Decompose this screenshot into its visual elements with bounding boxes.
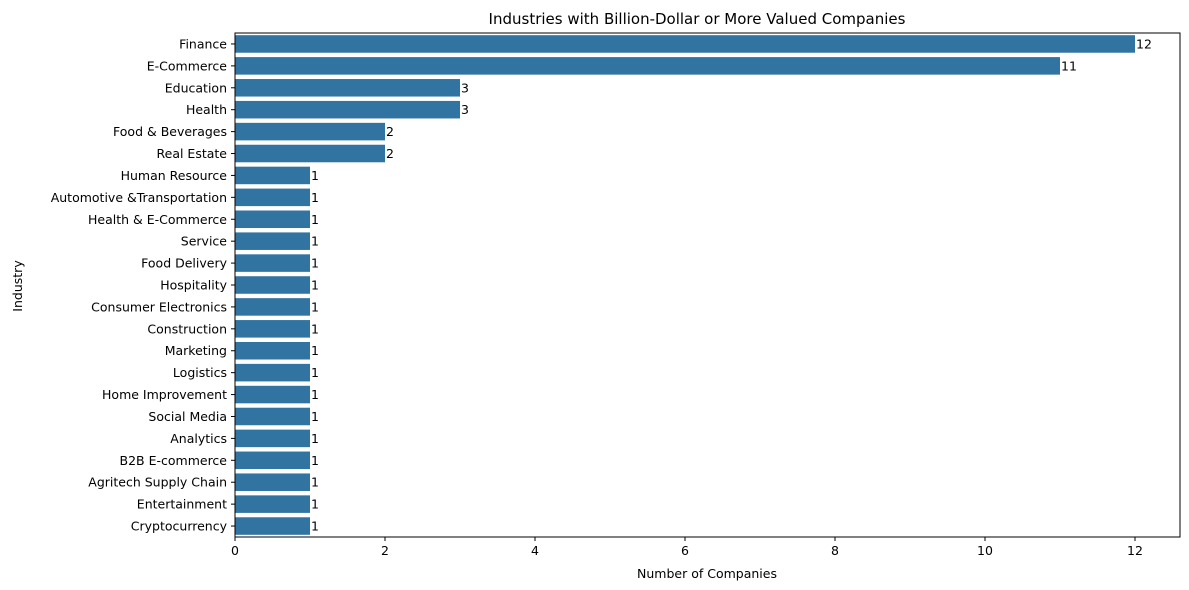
bar [235, 122, 385, 141]
y-tick-label: E-Commerce [147, 58, 228, 73]
plot-frame [234, 32, 1181, 538]
x-tick-label: 8 [831, 543, 839, 558]
bar [235, 276, 310, 294]
y-tick-label: Consumer Electronics [91, 299, 227, 314]
data-label: 12 [1136, 36, 1152, 51]
bar [235, 210, 310, 229]
y-tick-label: Entertainment [137, 497, 227, 512]
bar [235, 100, 460, 119]
y-tick-label: Cryptocurrency [131, 519, 228, 534]
bar [235, 232, 310, 250]
y-tick-label: Logistics [173, 365, 227, 380]
bar [235, 429, 310, 448]
bar [235, 166, 310, 185]
bar [235, 254, 310, 272]
x-tick-label: 4 [531, 543, 539, 558]
data-label: 3 [461, 80, 469, 95]
bar [235, 407, 310, 426]
data-label: 1 [311, 387, 319, 402]
x-tick-label: 0 [231, 543, 239, 558]
bar [235, 144, 385, 163]
bar [235, 35, 1135, 53]
y-tick-label: Finance [179, 36, 227, 51]
y-tick-label: Service [181, 234, 228, 249]
bar [235, 341, 310, 360]
data-label: 1 [311, 256, 319, 271]
bar [235, 298, 310, 316]
y-tick-label: Agritech Supply Chain [88, 475, 227, 490]
data-label: 1 [311, 365, 319, 380]
bar [235, 385, 310, 404]
y-tick-label: Social Media [148, 409, 227, 424]
bar [235, 495, 310, 513]
y-tick-label: Education [165, 80, 227, 95]
y-tick-label: Real Estate [157, 146, 228, 161]
bar [235, 188, 310, 207]
y-tick-label: Food & Beverages [113, 124, 227, 139]
data-label: 1 [311, 453, 319, 468]
chart-title: Industries with Billion-Dollar or More V… [489, 10, 906, 28]
y-tick-label: Marketing [165, 343, 227, 358]
data-label: 1 [311, 168, 319, 183]
data-label: 1 [311, 299, 319, 314]
x-tick-label: 10 [977, 543, 993, 558]
y-tick-label: Home Improvement [102, 387, 227, 402]
data-label: 1 [311, 475, 319, 490]
y-tick-label: Hospitality [160, 278, 227, 293]
y-axis-label: Industry [10, 260, 25, 312]
data-label: 1 [311, 497, 319, 512]
data-label: 11 [1061, 58, 1077, 73]
y-tick-label: Automotive &Transportation [51, 190, 227, 205]
y-tick-label: Analytics [170, 431, 227, 446]
bar [235, 451, 310, 470]
y-tick-label: Construction [147, 321, 227, 336]
x-tick-label: 6 [681, 543, 689, 558]
data-label: 1 [311, 519, 319, 534]
bar [235, 363, 310, 382]
bar [235, 517, 310, 535]
bar [235, 320, 310, 338]
data-label: 1 [311, 343, 319, 358]
data-label: 1 [311, 234, 319, 249]
data-label: 1 [311, 321, 319, 336]
data-label: 1 [311, 278, 319, 293]
data-label: 1 [311, 212, 319, 227]
bar [235, 57, 1060, 75]
data-label: 1 [311, 409, 319, 424]
x-axis-label: Number of Companies [637, 566, 777, 581]
y-tick-label: Health & E-Commerce [88, 212, 227, 227]
data-label: 2 [386, 124, 394, 139]
y-tick-label: B2B E-commerce [120, 453, 228, 468]
data-label: 2 [386, 146, 394, 161]
y-tick-label: Human Resource [121, 168, 228, 183]
y-tick-label: Food Delivery [141, 256, 227, 271]
data-label: 3 [461, 102, 469, 117]
x-tick-label: 2 [381, 543, 389, 558]
data-label: 1 [311, 190, 319, 205]
data-label: 1 [311, 431, 319, 446]
bar [235, 79, 460, 97]
y-tick-label: Health [186, 102, 227, 117]
x-tick-label: 12 [1127, 543, 1143, 558]
bar [235, 473, 310, 491]
